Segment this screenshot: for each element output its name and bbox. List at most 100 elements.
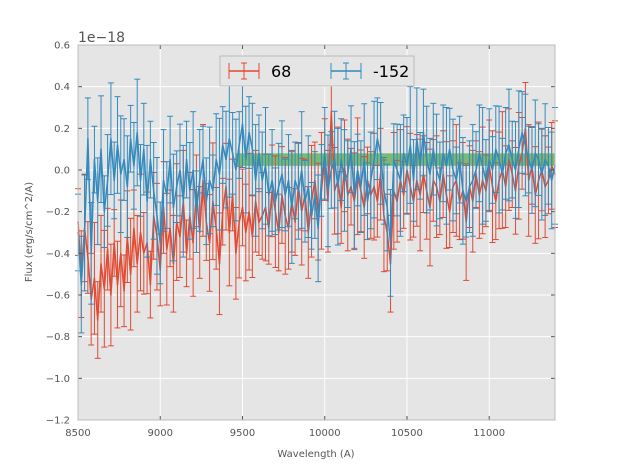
data-point — [518, 148, 520, 150]
data-point — [419, 165, 421, 167]
data-point — [412, 179, 415, 182]
data-point — [409, 144, 412, 146]
data-point — [208, 242, 211, 244]
data-point — [485, 179, 487, 182]
y-axis-label: Flux (erg/s/cm^2/A) — [24, 182, 35, 282]
data-point — [274, 200, 277, 203]
data-point — [149, 283, 152, 286]
data-point — [139, 179, 142, 182]
data-point — [133, 165, 135, 167]
data-point — [422, 131, 425, 134]
data-point — [491, 169, 494, 171]
data-point — [508, 144, 510, 146]
y-tick-label: 0.6 — [54, 41, 70, 52]
data-point — [271, 179, 273, 182]
data-point — [448, 210, 451, 213]
data-point — [376, 137, 379, 140]
data-point — [110, 137, 112, 140]
data-point — [277, 185, 280, 188]
data-point — [208, 179, 211, 182]
data-point — [231, 152, 234, 155]
data-point — [123, 290, 125, 292]
data-point — [254, 179, 257, 182]
data-point — [198, 231, 201, 234]
data-point — [333, 158, 336, 161]
data-point — [198, 179, 201, 182]
data-point — [300, 169, 303, 171]
data-point — [471, 179, 474, 182]
data-point — [396, 169, 398, 171]
data-point — [501, 173, 504, 175]
data-point — [241, 123, 244, 125]
data-point — [129, 273, 132, 275]
data-point — [192, 169, 194, 171]
data-point — [156, 215, 158, 217]
data-point — [550, 179, 553, 182]
y-tick-label: −0.2 — [46, 207, 70, 218]
data-point — [294, 221, 296, 223]
data-point — [205, 200, 208, 203]
y-tick-label: 0.4 — [54, 82, 70, 93]
data-point — [353, 194, 356, 196]
data-point — [113, 179, 115, 182]
data-point — [87, 137, 89, 140]
x-tick-label: 10000 — [309, 428, 341, 439]
data-point — [439, 179, 441, 182]
data-point — [152, 190, 155, 192]
data-point — [212, 190, 214, 192]
data-point — [320, 179, 323, 182]
data-point — [116, 283, 119, 286]
data-point — [340, 206, 342, 209]
data-point — [544, 158, 546, 161]
data-point — [462, 190, 464, 192]
data-point — [129, 137, 132, 140]
data-point — [90, 252, 92, 255]
data-point — [527, 158, 530, 161]
data-point — [323, 152, 326, 155]
data-point — [106, 179, 109, 182]
data-point — [514, 169, 517, 171]
data-point — [346, 173, 349, 175]
data-point — [116, 144, 119, 146]
data-point — [337, 185, 339, 188]
data-point — [146, 200, 148, 203]
data-point — [238, 221, 240, 223]
data-point — [172, 206, 175, 209]
data-point — [179, 235, 181, 238]
data-point — [244, 158, 247, 161]
data-point — [475, 169, 477, 171]
data-point — [481, 165, 484, 167]
data-point — [494, 200, 497, 203]
data-point — [343, 179, 346, 182]
data-point — [366, 200, 369, 203]
data-point — [452, 169, 454, 171]
data-point — [185, 252, 188, 255]
data-point — [93, 277, 96, 280]
data-point — [379, 152, 382, 155]
data-point — [294, 179, 296, 182]
data-point — [106, 248, 109, 250]
data-point — [175, 185, 178, 188]
data-point — [310, 215, 313, 217]
x-tick-label: 11000 — [473, 428, 505, 439]
y-tick-label: 0.2 — [54, 124, 70, 135]
data-point — [402, 152, 405, 155]
data-point — [248, 210, 250, 213]
data-point — [541, 173, 543, 175]
data-point — [376, 200, 379, 203]
data-point — [162, 179, 165, 182]
data-point — [425, 158, 428, 161]
data-point — [142, 148, 145, 150]
data-point — [139, 231, 142, 234]
data-point — [537, 158, 540, 161]
data-point — [468, 185, 471, 188]
data-point — [297, 190, 300, 192]
data-point — [100, 148, 102, 150]
data-point — [511, 158, 514, 161]
y-tick-label: −0.8 — [46, 332, 70, 343]
x-tick-label: 9000 — [148, 428, 173, 439]
data-point — [314, 194, 316, 196]
data-point — [478, 152, 481, 155]
